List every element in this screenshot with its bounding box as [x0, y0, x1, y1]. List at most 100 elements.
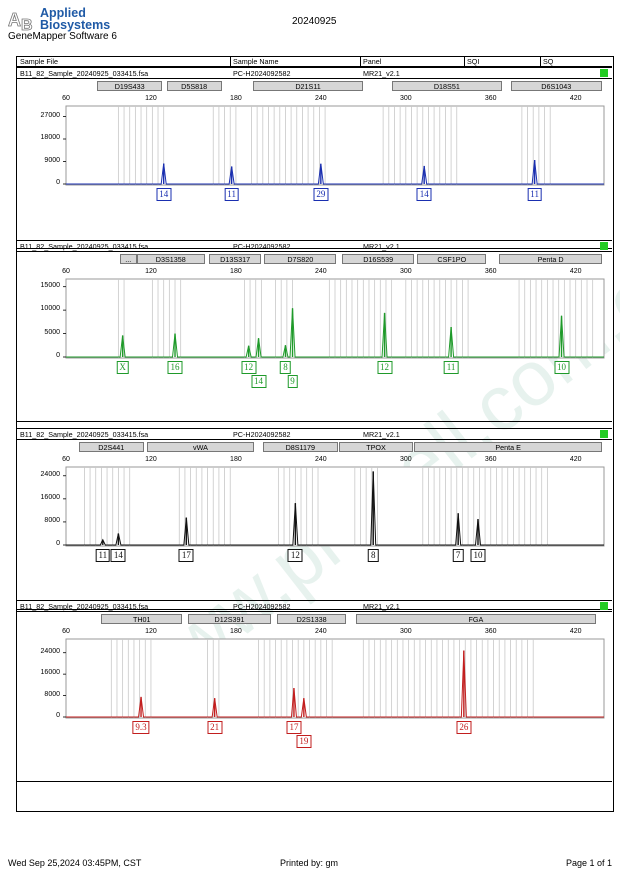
allele-call-label[interactable]: 19 [296, 735, 312, 748]
panel-sample-name: PC-H2024092582 [233, 602, 291, 611]
locus-label[interactable]: D6S1043 [510, 81, 602, 91]
ab-logo-icon: A B [8, 8, 38, 35]
allele-call-label[interactable]: 14 [251, 375, 267, 388]
locus-label[interactable]: TPOX [339, 442, 413, 452]
y-tick-label: 16000 [40, 493, 60, 501]
y-tick-label: 15000 [40, 281, 60, 289]
locus-label[interactable]: ... [119, 254, 137, 264]
x-tick-label: 300 [399, 268, 412, 275]
x-tick-label: 420 [569, 628, 582, 635]
locus-label[interactable]: D2S1338 [276, 614, 347, 624]
electropherogram-panel: B11_82_Sample_20240925_033415.fsa PC-H202… [16, 600, 612, 782]
brand-line-2: Biosystems [40, 18, 111, 32]
quality-indicator [600, 242, 608, 250]
locus-label[interactable]: D21S11 [252, 81, 364, 91]
plot-frame [65, 466, 605, 547]
allele-call-label[interactable]: 16 [167, 361, 183, 374]
locus-label[interactable]: D5S818 [166, 81, 222, 91]
allele-call-label[interactable]: 21 [207, 721, 223, 734]
quality-indicator [600, 69, 608, 77]
x-tick-label: 60 [62, 268, 70, 275]
y-tick-label: 10000 [40, 305, 60, 313]
x-tick-label: 60 [62, 95, 70, 102]
x-tick-label: 240 [314, 628, 327, 635]
plot-frame [65, 638, 605, 719]
y-tick-label: 0 [56, 179, 60, 186]
panel-info-row: B11_82_Sample_20240925_033415.fsa PC-H202… [16, 241, 612, 252]
allele-call-label[interactable]: 11 [224, 188, 239, 201]
locus-label[interactable]: Penta D [499, 254, 602, 264]
panel-sample-name: PC-H2024092582 [233, 242, 291, 251]
locus-label[interactable]: Penta E [414, 442, 602, 452]
x-tick-label: 180 [230, 95, 242, 102]
allele-call-label[interactable]: 14 [416, 188, 432, 201]
col-sqi: SQI [467, 57, 480, 66]
panel-sample-file: B11_82_Sample_20240925_033415.fsa [20, 69, 149, 78]
allele-call-label[interactable]: 7 [452, 549, 464, 562]
locus-label[interactable]: D12S391 [187, 614, 272, 624]
x-tick-label: 300 [399, 95, 412, 102]
x-tick-label: 420 [569, 95, 582, 102]
locus-label[interactable]: D18S51 [391, 81, 503, 91]
electropherogram-panel: B11_82_Sample_20240925_033415.fsa PC-H202… [16, 428, 612, 610]
allele-call-label[interactable]: 12 [377, 361, 393, 374]
col-panel: Panel [363, 57, 382, 66]
x-tick-label: 420 [569, 456, 582, 463]
allele-call-label[interactable]: 26 [456, 721, 472, 734]
allele-call-label[interactable]: 29 [313, 188, 329, 201]
allele-call-label[interactable]: 12 [287, 549, 303, 562]
x-tick-label: 240 [314, 268, 327, 275]
x-tick-label: 120 [145, 268, 157, 275]
allele-call-label[interactable]: 14 [156, 188, 172, 201]
locus-label[interactable]: D3S1358 [136, 254, 205, 264]
x-tick-label: 180 [230, 456, 242, 463]
allele-call-label[interactable]: 11 [527, 188, 542, 201]
panel-sample-name: PC-H2024092582 [233, 430, 291, 439]
allele-call-label[interactable]: 11 [95, 549, 111, 562]
x-tick-label: 120 [145, 628, 157, 635]
allele-call-label[interactable]: 8 [280, 361, 291, 374]
allele-call-label[interactable]: 14 [110, 549, 126, 562]
allele-call-label[interactable]: 8 [367, 549, 379, 562]
locus-label[interactable]: D13S317 [208, 254, 262, 264]
allele-call-label[interactable]: 10 [554, 361, 570, 374]
locus-label[interactable]: D2S441 [78, 442, 144, 452]
y-tick-label: 0 [56, 712, 60, 719]
brand-name: Applied Biosystems [40, 7, 111, 32]
locus-label[interactable]: D19S433 [97, 81, 163, 91]
quality-indicator [600, 430, 608, 438]
x-tick-label: 240 [314, 456, 327, 463]
electropherogram-plot [63, 278, 605, 359]
allele-call-label[interactable]: 9.3 [132, 721, 150, 734]
allele-call-label[interactable]: 9 [287, 375, 298, 388]
locus-label[interactable]: D16S539 [342, 254, 415, 264]
column-header: Sample File Sample Name Panel SQI SQ [16, 56, 612, 67]
electropherogram-plot [63, 638, 605, 719]
panel-info-row: B11_82_Sample_20240925_033415.fsa PC-H202… [16, 68, 612, 79]
y-tick-label: 16000 [40, 669, 60, 677]
y-tick-label: 18000 [40, 134, 60, 141]
panel-info-row: B11_82_Sample_20240925_033415.fsa PC-H202… [16, 429, 612, 440]
allele-call-label[interactable]: 11 [443, 361, 459, 374]
x-tick-label: 360 [484, 628, 497, 635]
locus-label[interactable]: FGA [356, 614, 596, 624]
x-tick-label: 240 [314, 95, 327, 102]
locus-label[interactable]: D8S1179 [262, 442, 338, 452]
software-name: GeneMapper Software 6 [8, 31, 117, 42]
locus-label[interactable]: CSF1PO [417, 254, 487, 264]
signal-trace [66, 308, 604, 358]
panel-panel-name: MR21_v2.1 [363, 602, 400, 611]
locus-label[interactable]: D7S820 [264, 254, 337, 264]
electropherogram-panel: B11_82_Sample_20240925_033415.fsa PC-H202… [16, 240, 612, 422]
allele-call-label[interactable]: 12 [241, 361, 257, 374]
locus-label[interactable]: vWA [146, 442, 255, 452]
allele-call-label[interactable]: 17 [286, 721, 302, 734]
panel-panel-name: MR21_v2.1 [363, 430, 400, 439]
locus-label[interactable]: TH01 [101, 614, 183, 624]
allele-call-label[interactable]: X [116, 361, 129, 374]
allele-call-label[interactable]: 17 [178, 549, 194, 562]
y-tick-label: 27000 [40, 111, 60, 119]
report-date: 20240925 [292, 16, 337, 27]
x-tick-label: 60 [62, 628, 70, 635]
allele-call-label[interactable]: 10 [470, 549, 486, 562]
